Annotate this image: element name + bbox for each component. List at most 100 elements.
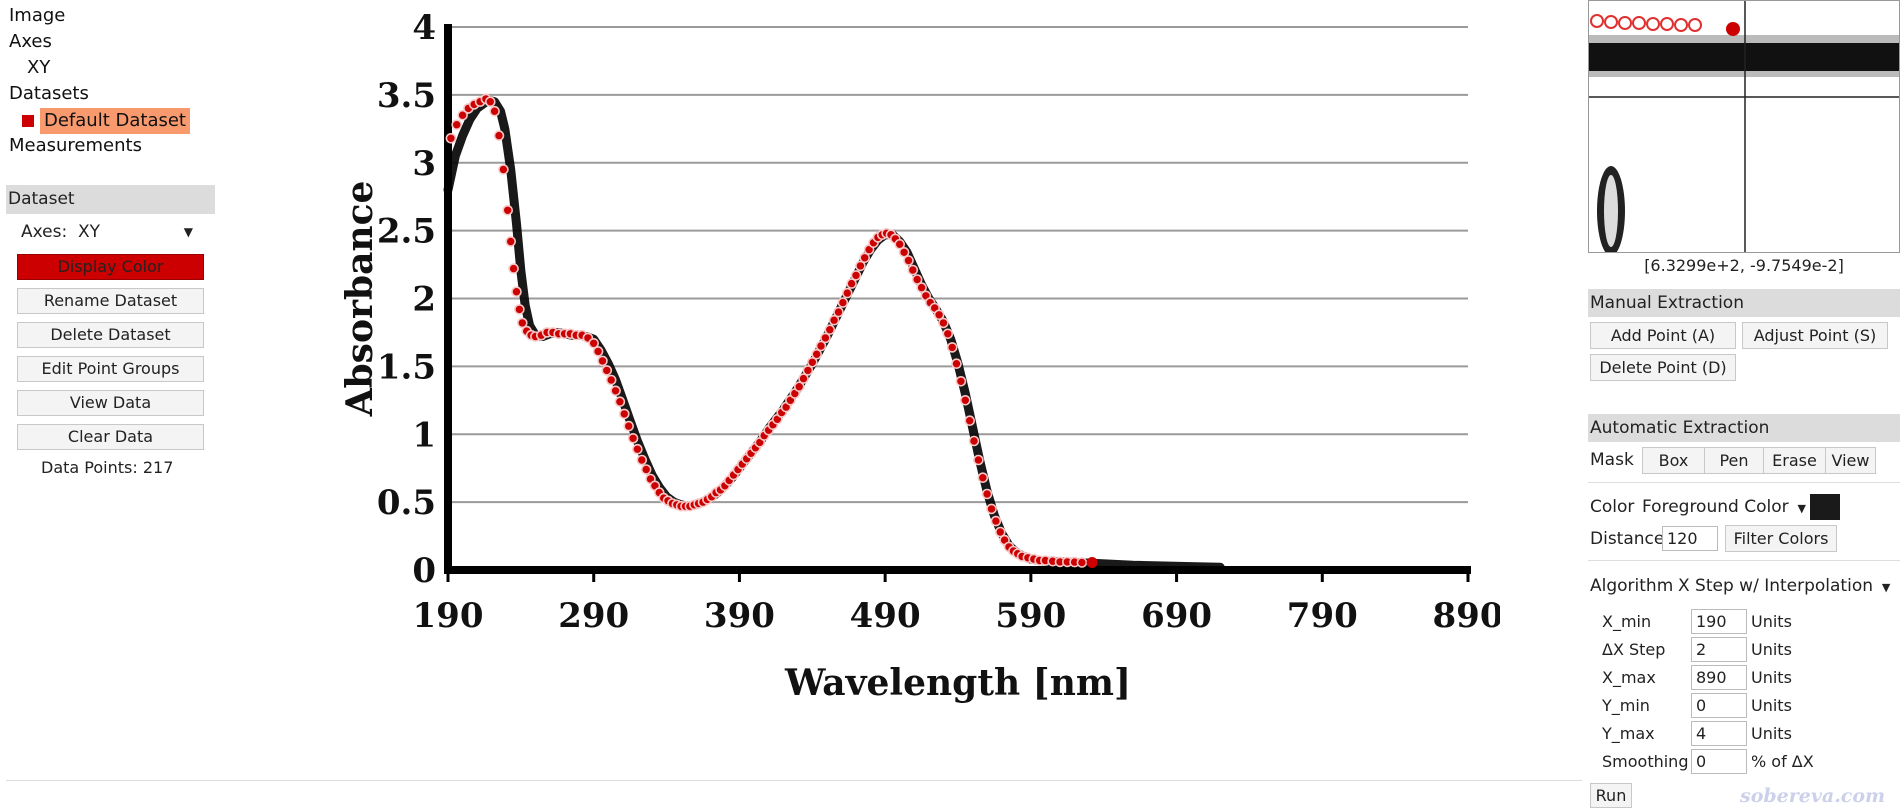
param-xmax-input[interactable]: 890 xyxy=(1691,665,1747,690)
extracted-point xyxy=(811,348,823,360)
param-ymin-input[interactable]: 0 xyxy=(1691,693,1747,718)
separator xyxy=(1588,560,1900,561)
extracted-point xyxy=(806,356,818,368)
foreground-color-swatch[interactable] xyxy=(1810,494,1840,520)
chevron-down-icon: ▼ xyxy=(1794,502,1806,515)
extracted-point xyxy=(505,236,516,247)
extracted-point xyxy=(859,252,871,264)
x-tick-label: 290 xyxy=(558,596,629,636)
tree-item-image[interactable]: Image xyxy=(9,5,66,26)
run-button[interactable]: Run xyxy=(1590,783,1632,808)
param-ymax-label: Y_max xyxy=(1602,724,1655,743)
extracted-point xyxy=(1076,557,1088,568)
x-tick-label: 490 xyxy=(850,596,921,636)
filter-colors-button[interactable]: Filter Colors xyxy=(1725,525,1837,552)
grid-lines xyxy=(448,26,1468,504)
clear-data-button[interactable]: Clear Data xyxy=(17,424,204,450)
extracted-point xyxy=(623,420,635,432)
extracted-point xyxy=(1086,557,1098,568)
mask-erase-button[interactable]: Erase xyxy=(1763,447,1826,474)
display-color-button[interactable]: Display Color xyxy=(17,254,204,280)
mask-pen-button[interactable]: Pen xyxy=(1704,447,1764,474)
automatic-extraction-header: Automatic Extraction xyxy=(1588,414,1900,442)
delete-dataset-button[interactable]: Delete Dataset xyxy=(17,322,204,348)
extracted-point xyxy=(511,286,522,298)
chevron-down-icon: ▼ xyxy=(183,225,193,239)
param-xmin-unit: Units xyxy=(1751,612,1792,631)
extracted-point xyxy=(493,130,505,141)
extracted-point xyxy=(942,328,954,340)
extracted-point xyxy=(815,340,827,352)
axes xyxy=(444,24,1471,582)
adjust-point-button[interactable]: Adjust Point (S) xyxy=(1742,322,1888,349)
param-smoothing-input[interactable]: 0 xyxy=(1691,749,1747,774)
extracted-point xyxy=(445,133,457,144)
tick-labels: 0 0.5 1 1.5 2 2.5 3 3.5 4 190 290 390 490 590 690 790 89… xyxy=(377,8,1500,636)
extracted-point xyxy=(846,278,857,289)
param-ymin-label: Y_min xyxy=(1602,696,1650,715)
y-axis-title: Absorbance xyxy=(339,181,381,418)
edit-point-groups-button[interactable]: Edit Point Groups xyxy=(17,356,204,382)
extracted-point xyxy=(627,432,639,444)
tree-item-axes[interactable]: Axes xyxy=(9,31,52,52)
extracted-point xyxy=(959,394,971,406)
algorithm-select[interactable]: X Step w/ Interpolation ▼ xyxy=(1678,576,1890,596)
mask-view-button[interactable]: View xyxy=(1825,447,1876,474)
bottom-divider xyxy=(6,780,1582,781)
y-tick-label: 0.5 xyxy=(377,483,436,523)
param-xmax-unit: Units xyxy=(1751,668,1792,687)
param-ymin-unit: Units xyxy=(1751,696,1792,715)
x-axis-title: Wavelength [nm] xyxy=(784,662,1131,704)
view-data-button[interactable]: View Data xyxy=(17,390,204,416)
extracted-point xyxy=(938,317,949,329)
x-tick-label: 390 xyxy=(704,596,775,636)
rename-dataset-button[interactable]: Rename Dataset xyxy=(17,288,204,314)
param-xmax-label: X_max xyxy=(1602,668,1656,687)
mask-label: Mask xyxy=(1590,450,1634,470)
extracted-point xyxy=(850,270,862,281)
extracted-point xyxy=(640,464,652,475)
extracted-point xyxy=(597,355,608,367)
tree-item-default-dataset-label: Default Dataset xyxy=(40,108,190,134)
data-points-count: Data Points: 217 xyxy=(41,458,174,477)
mask-box-button[interactable]: Box xyxy=(1642,447,1705,474)
color-label: Color xyxy=(1590,497,1635,517)
extracted-point xyxy=(855,260,866,272)
color-mode-value: Foreground Color xyxy=(1642,497,1789,517)
tree-item-datasets[interactable]: Datasets xyxy=(9,83,89,104)
right-panel: [6.3299e+2, -9.7549e-2] Manual Extractio… xyxy=(1588,0,1904,809)
extracted-point xyxy=(833,306,844,318)
extracted-point xyxy=(605,374,617,386)
plot-canvas[interactable]: 0 0.5 1 1.5 2 2.5 3 3.5 4 190 290 390 490 590 690 790 89… xyxy=(300,0,1500,720)
add-point-button[interactable]: Add Point (A) xyxy=(1590,322,1736,349)
extracted-point xyxy=(592,346,604,357)
extracted-point xyxy=(793,381,805,393)
color-mode-select[interactable]: Foreground Color ▼ xyxy=(1642,497,1806,517)
delete-point-button[interactable]: Delete Point (D) xyxy=(1590,354,1736,381)
extracted-point xyxy=(636,454,648,466)
param-xstep-unit: Units xyxy=(1751,640,1792,659)
manual-extraction-header: Manual Extraction xyxy=(1588,289,1900,317)
extracted-point xyxy=(820,332,831,344)
distance-input[interactable]: 120 xyxy=(1662,526,1718,551)
extracted-point xyxy=(946,342,958,353)
param-xmin-input[interactable]: 190 xyxy=(1691,609,1747,634)
extracted-point xyxy=(828,314,840,326)
param-ymax-input[interactable]: 4 xyxy=(1691,721,1747,746)
y-tick-label: 2 xyxy=(412,280,436,320)
param-xstep-input[interactable]: 2 xyxy=(1691,637,1747,662)
tree-item-default-dataset[interactable]: Default Dataset xyxy=(22,108,190,134)
extracted-point xyxy=(498,164,509,175)
dataset-panel-header: Dataset xyxy=(6,185,215,214)
extracted-point xyxy=(903,255,914,266)
y-tick-label: 4 xyxy=(412,8,436,48)
extracted-point xyxy=(955,375,967,387)
param-xmin-label: X_min xyxy=(1602,612,1652,631)
extracted-point xyxy=(907,264,919,276)
chevron-down-icon: ▼ xyxy=(1878,581,1891,594)
extracted-point xyxy=(451,119,462,130)
tree-item-measurements[interactable]: Measurements xyxy=(9,135,142,156)
extracted-point xyxy=(981,488,993,500)
axes-select[interactable]: Axes: XY ▼ xyxy=(21,222,193,242)
tree-item-xy[interactable]: XY xyxy=(27,57,51,78)
